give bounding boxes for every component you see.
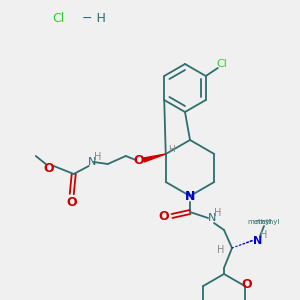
Text: O: O [44,161,54,175]
Text: H: H [260,230,268,240]
Text: O: O [134,154,144,167]
Text: Cl: Cl [216,59,227,69]
Text: H: H [214,208,222,218]
Text: N: N [254,236,262,246]
Text: O: O [66,196,77,208]
Text: N: N [185,190,195,202]
Text: H: H [217,245,224,255]
Polygon shape [143,154,166,162]
Text: H: H [168,145,175,154]
Text: H: H [94,152,101,162]
Text: N: N [88,157,96,167]
Text: methyl: methyl [248,219,272,225]
Text: N: N [208,213,216,223]
Text: − H: − H [78,11,106,25]
Text: O: O [159,209,169,223]
Text: O: O [242,278,252,292]
Text: Cl: Cl [52,11,64,25]
Text: methyl: methyl [256,219,280,225]
